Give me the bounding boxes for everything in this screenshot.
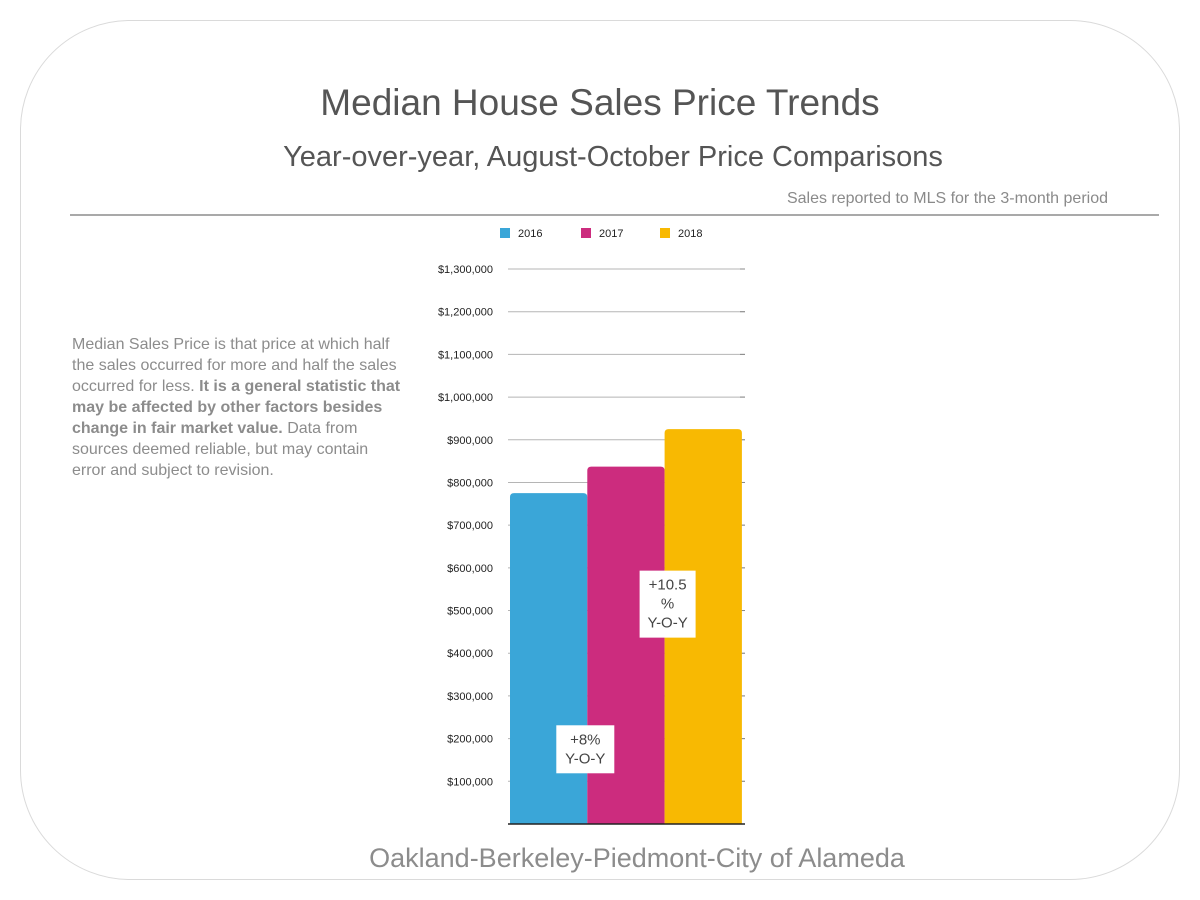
annotation-label: % (661, 596, 674, 613)
legend-label-2016: 2016 (518, 228, 542, 240)
y-tick-label: $400,000 (447, 648, 493, 660)
description-part1: Median Sales Price is that price at whic… (72, 336, 397, 395)
annotation-label: +10.5 (649, 577, 687, 594)
legend-label-2018: 2018 (678, 228, 702, 240)
y-tick-label: $500,000 (447, 606, 493, 618)
period-note: Sales reported to MLS for the 3-month pe… (786, 190, 1108, 207)
y-tick-label: $600,000 (447, 563, 493, 575)
legend-swatch-2016 (500, 228, 510, 238)
region-footer: Oakland-Berkeley-Piedmont-City of Alamed… (369, 843, 905, 873)
annotation-label: Y-O-Y (565, 750, 605, 767)
y-tick-label: $1,100,000 (438, 349, 493, 361)
y-tick-label: $700,000 (447, 520, 493, 532)
legend-swatch-2017 (581, 228, 591, 238)
description-part2-bold: It is a general statistic that may be af… (72, 378, 401, 437)
legend-label-2017: 2017 (599, 228, 623, 240)
legend-swatch-2018 (660, 228, 670, 238)
y-tick-label: $100,000 (447, 776, 493, 788)
y-tick-label: $900,000 (447, 435, 493, 447)
annotation-label: +8% (570, 731, 600, 748)
description-part3: Data from sources deemed reliable, but m… (72, 420, 369, 479)
bar-2018 (664, 429, 742, 824)
page-title: Median House Sales Price Trends (320, 82, 880, 123)
y-tick-label: $300,000 (447, 691, 493, 703)
y-tick-label: $200,000 (447, 734, 493, 746)
bar-2016 (510, 493, 588, 824)
page-subtitle: Year-over-year, August-October Price Com… (283, 141, 943, 173)
y-tick-label: $1,000,000 (438, 392, 493, 404)
annotation-box (556, 725, 615, 774)
header-divider (70, 214, 1159, 216)
annotation-box (639, 570, 696, 638)
y-tick-label: $1,200,000 (438, 307, 493, 319)
y-tick-label: $1,300,000 (438, 264, 493, 276)
annotation-label: Y-O-Y (647, 615, 687, 632)
description-text: Median Sales Price is that price at whic… (72, 334, 402, 481)
y-tick-label: $800,000 (447, 477, 493, 489)
